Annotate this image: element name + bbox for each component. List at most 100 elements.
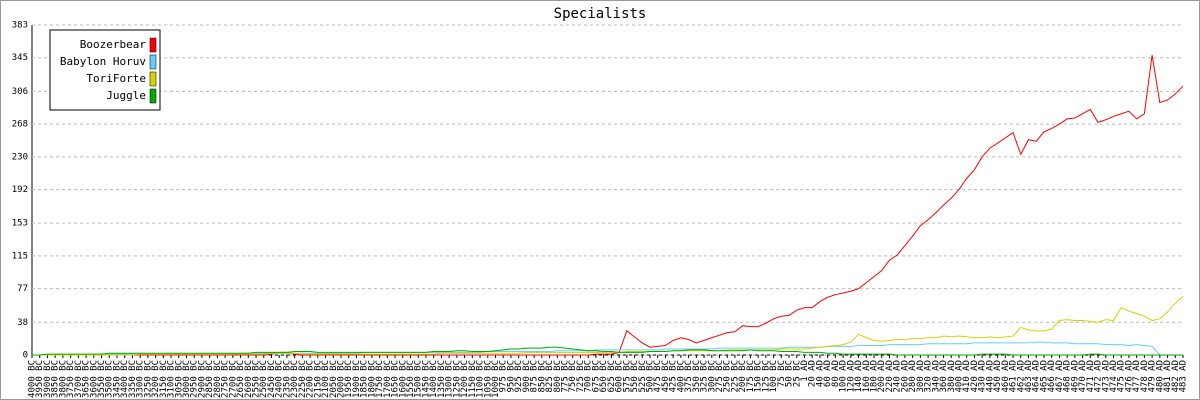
- legend-swatch: [149, 54, 157, 70]
- x-tick-label: 3000 BC: [182, 360, 192, 398]
- x-tick-label: 400 AD: [954, 360, 964, 393]
- x-tick-label: 468 AD: [1063, 360, 1073, 393]
- x-tick-label: 180 AD: [870, 360, 880, 393]
- x-tick-label: 3200 BC: [151, 360, 161, 398]
- x-tick-label: 3450 BC: [112, 360, 122, 398]
- x-tick-label: 2250 BC: [298, 360, 308, 398]
- x-tick-label: 3500 BC: [105, 360, 115, 398]
- x-tick-label: 430 AD: [978, 360, 988, 393]
- x-tick-label: 60 AD: [823, 360, 833, 387]
- x-tick-label: 25 BC: [792, 360, 802, 387]
- x-tick-label: 950 BC: [506, 360, 516, 393]
- x-tick-label: 460 AD: [1001, 360, 1011, 393]
- x-tick-label: 2300 BC: [290, 360, 300, 398]
- x-tick-label: 2650 BC: [236, 360, 246, 398]
- x-tick-label: 479 AD: [1148, 360, 1158, 393]
- x-tick-label: 875 BC: [530, 360, 540, 393]
- x-tick-label: 320 AD: [924, 360, 934, 393]
- x-tick-label: 2450 BC: [267, 360, 277, 398]
- x-tick-label: 40 AD: [815, 360, 825, 387]
- x-tick-label: 725 BC: [576, 360, 586, 393]
- x-tick-label: 470 AD: [1078, 360, 1088, 393]
- x-tick-label: 1350 BC: [437, 360, 447, 398]
- x-tick-label: 1700 BC: [383, 360, 393, 398]
- x-tick-label: 150 BC: [754, 360, 764, 393]
- x-tick-label: 200 BC: [738, 360, 748, 393]
- legend-label: Babylon Horuv: [60, 55, 146, 68]
- y-tick-label: 115: [12, 251, 28, 261]
- x-tick-label: 473 AD: [1101, 360, 1111, 393]
- legend-label: Boozerbear: [80, 38, 147, 51]
- x-tick-label: 483 AD: [1179, 360, 1189, 393]
- y-tick-label: 306: [12, 87, 28, 97]
- x-tick-label: 675 BC: [591, 360, 601, 393]
- x-tick-label: 325 BC: [700, 360, 710, 393]
- x-tick-label: 160 AD: [862, 360, 872, 393]
- y-tick-label: 230: [12, 152, 28, 162]
- legend-swatch: [149, 37, 157, 53]
- x-tick-label: 50 BC: [785, 360, 795, 387]
- x-tick-label: 2600 BC: [244, 360, 254, 398]
- x-tick-label: 1800 BC: [367, 360, 377, 398]
- x-tick-label: 280 AD: [908, 360, 918, 393]
- x-tick-label: 140 AD: [854, 360, 864, 393]
- y-tick-label: 345: [12, 53, 28, 63]
- y-tick-label: 77: [17, 284, 28, 294]
- x-tick-label: 3300 BC: [136, 360, 146, 398]
- x-tick-label: 120 AD: [846, 360, 856, 393]
- x-tick-label: 476 AD: [1124, 360, 1134, 393]
- x-tick-label: 975 BC: [499, 360, 509, 393]
- x-tick-label: 3800 BC: [58, 360, 68, 398]
- x-tick-label: 482 AD: [1171, 360, 1181, 393]
- x-tick-label: 3900 BC: [43, 360, 53, 398]
- series-line: [32, 55, 1184, 356]
- x-tick-label: 375 BC: [684, 360, 694, 393]
- x-tick-label: 2500 BC: [259, 360, 269, 398]
- x-tick-label: 500 BC: [645, 360, 655, 393]
- x-tick-label: 775 BC: [561, 360, 571, 393]
- x-tick-label: 1300 BC: [445, 360, 455, 398]
- x-tick-label: 410 AD: [962, 360, 972, 393]
- x-tick-label: 2850 BC: [205, 360, 215, 398]
- x-tick-label: 1500 BC: [414, 360, 424, 398]
- x-tick-label: 1050 BC: [483, 360, 493, 398]
- x-tick-label: 100 BC: [769, 360, 779, 393]
- x-tick-label: 3700 BC: [74, 360, 84, 398]
- x-tick-label: 440 AD: [985, 360, 995, 393]
- x-tick-label: 300 AD: [916, 360, 926, 393]
- x-tick-label: 850 BC: [537, 360, 547, 393]
- x-tick-label: 1100 BC: [476, 360, 486, 398]
- y-tick-label: 383: [12, 21, 28, 31]
- x-tick-label: 3250 BC: [143, 360, 153, 398]
- x-tick-label: 420 AD: [970, 360, 980, 393]
- x-tick-label: 1850 BC: [360, 360, 370, 398]
- x-tick-label: 1200 BC: [460, 360, 470, 398]
- x-tick-label: 3850 BC: [51, 360, 61, 398]
- x-tick-label: 220 AD: [885, 360, 895, 393]
- x-tick-label: 2900 BC: [197, 360, 207, 398]
- x-tick-label: 3050 BC: [174, 360, 184, 398]
- x-tick-label: 1950 BC: [344, 360, 354, 398]
- y-tick-label: 153: [12, 219, 28, 229]
- x-tick-label: 225 BC: [730, 360, 740, 393]
- y-tick-label: 38: [17, 318, 28, 328]
- legend-swatch: [149, 88, 157, 104]
- x-tick-label: 3950 BC: [35, 360, 45, 398]
- x-tick-label: 240 AD: [893, 360, 903, 393]
- x-tick-label: 464 AD: [1032, 360, 1042, 393]
- x-tick-label: 4000 BC: [28, 360, 38, 398]
- x-tick-label: 3750 BC: [66, 360, 76, 398]
- x-tick-label: 125 BC: [761, 360, 771, 393]
- x-tick-label: 825 BC: [545, 360, 555, 393]
- series-line: [32, 346, 1183, 356]
- y-tick-label: 0: [23, 351, 28, 361]
- x-tick-label: 1750 BC: [375, 360, 385, 398]
- x-tick-label: 550 BC: [630, 360, 640, 393]
- x-tick-label: 800 BC: [553, 360, 563, 393]
- x-tick-label: 350 BC: [692, 360, 702, 393]
- x-tick-label: 3400 BC: [120, 360, 130, 398]
- x-tick-label: 750 BC: [568, 360, 578, 393]
- x-tick-label: 474 AD: [1109, 360, 1119, 393]
- x-tick-label: 900 BC: [522, 360, 532, 393]
- x-tick-label: 3350 BC: [128, 360, 138, 398]
